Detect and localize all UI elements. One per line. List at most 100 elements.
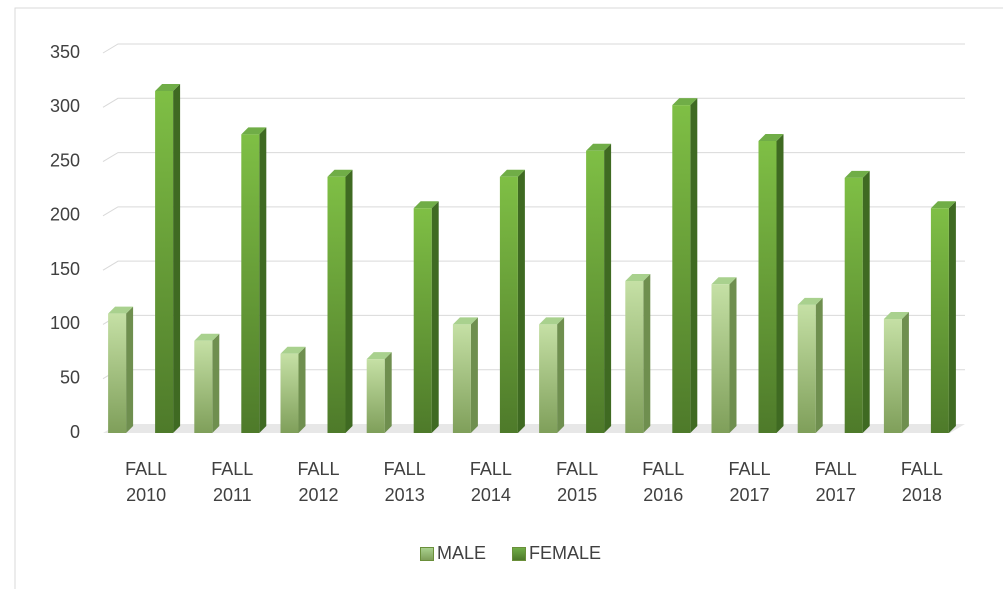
grid-line [102, 152, 965, 162]
bar-face [672, 105, 691, 433]
bar-face [711, 277, 737, 285]
bar-face [413, 201, 439, 209]
bar-face [758, 133, 784, 141]
bar-face [797, 304, 816, 433]
x-tick-label: FALL 2017 [728, 459, 771, 505]
bar-face [452, 324, 471, 433]
bar-face [539, 317, 565, 325]
bar-face [298, 346, 306, 433]
bar-face [452, 317, 478, 325]
bar-face [384, 352, 392, 433]
legend-item: FEMALE [512, 543, 601, 564]
bar [194, 333, 220, 433]
bar-face [930, 201, 956, 209]
bar-face [327, 176, 346, 433]
bar [539, 317, 565, 433]
bar-face [499, 176, 518, 433]
bar-face [108, 313, 127, 433]
y-tick-label: 350 [50, 42, 80, 62]
y-tick-label: 250 [50, 150, 80, 170]
bar-face [431, 201, 439, 433]
x-tick-label: FALL 2015 [556, 459, 599, 505]
bar-face [366, 352, 392, 360]
bar [499, 169, 525, 433]
bar [883, 312, 909, 433]
bar-face [212, 333, 220, 433]
bar-face [862, 170, 870, 433]
grid-line [102, 97, 965, 108]
bar-face [711, 284, 730, 433]
x-tick-label: FALL 2017 [814, 459, 857, 505]
bar [758, 133, 784, 433]
x-tick-label: FALL 2016 [642, 459, 685, 505]
x-tick-label: FALL 2010 [125, 459, 168, 505]
bar-face [815, 297, 823, 433]
chart-border [14, 7, 1003, 589]
y-tick-label: 300 [50, 96, 80, 116]
x-tick-label: FALL 2014 [469, 459, 512, 505]
bar [586, 143, 612, 433]
bar-face [470, 317, 478, 433]
bar-face [499, 169, 525, 177]
bar [241, 127, 267, 433]
x-tick-label: FALL 2011 [211, 459, 254, 505]
bar-face [729, 277, 737, 433]
bar-face [194, 333, 220, 341]
bar [844, 170, 870, 433]
floor [103, 424, 965, 433]
bar-face [625, 274, 651, 281]
bar [711, 277, 737, 433]
bar-face [366, 359, 385, 433]
y-tick-label: 50 [60, 367, 80, 387]
bar-face [280, 346, 306, 354]
bar [327, 169, 353, 433]
bar-face [413, 208, 432, 433]
bar-face [625, 281, 644, 433]
bar-face [604, 143, 612, 433]
bar-face [643, 274, 651, 433]
bar [155, 84, 181, 433]
grid-line [102, 206, 965, 217]
x-tick-label: FALL 2012 [297, 459, 340, 505]
bar-face [173, 84, 181, 433]
bar-face [758, 140, 777, 433]
bar-face [672, 98, 698, 106]
bar-face [844, 170, 870, 178]
y-tick-label: 150 [50, 259, 80, 279]
bar-face [155, 91, 174, 433]
bar-face [345, 169, 353, 433]
x-tick-label: FALL 2013 [383, 459, 426, 505]
bar [108, 306, 134, 433]
bar-face [586, 150, 605, 433]
bar [280, 346, 306, 433]
bar-face [883, 312, 909, 319]
legend-item: MALE [420, 543, 486, 564]
grid-line [102, 43, 965, 54]
bar-face [517, 169, 525, 433]
bar-face [155, 84, 181, 91]
bar-face [108, 306, 134, 314]
bar-face [901, 312, 909, 433]
bar [413, 201, 439, 433]
grid-line [102, 260, 965, 271]
grid-line [102, 314, 965, 325]
bar-face [126, 306, 134, 433]
bar-face [948, 201, 956, 433]
x-tick-label: FALL 2018 [900, 459, 943, 505]
legend-label: MALE [437, 543, 487, 563]
bar-face [883, 319, 902, 433]
legend-swatch [420, 546, 434, 561]
bar-face [844, 177, 863, 433]
y-tick-label: 200 [50, 205, 80, 225]
bar [625, 274, 651, 433]
bar-face [690, 98, 698, 433]
bar-face [241, 127, 267, 135]
bar-face [327, 169, 353, 177]
bar-face [776, 133, 784, 433]
bar-face [557, 317, 565, 433]
bar [366, 352, 392, 433]
bar-face [194, 340, 213, 433]
bar [930, 201, 956, 433]
